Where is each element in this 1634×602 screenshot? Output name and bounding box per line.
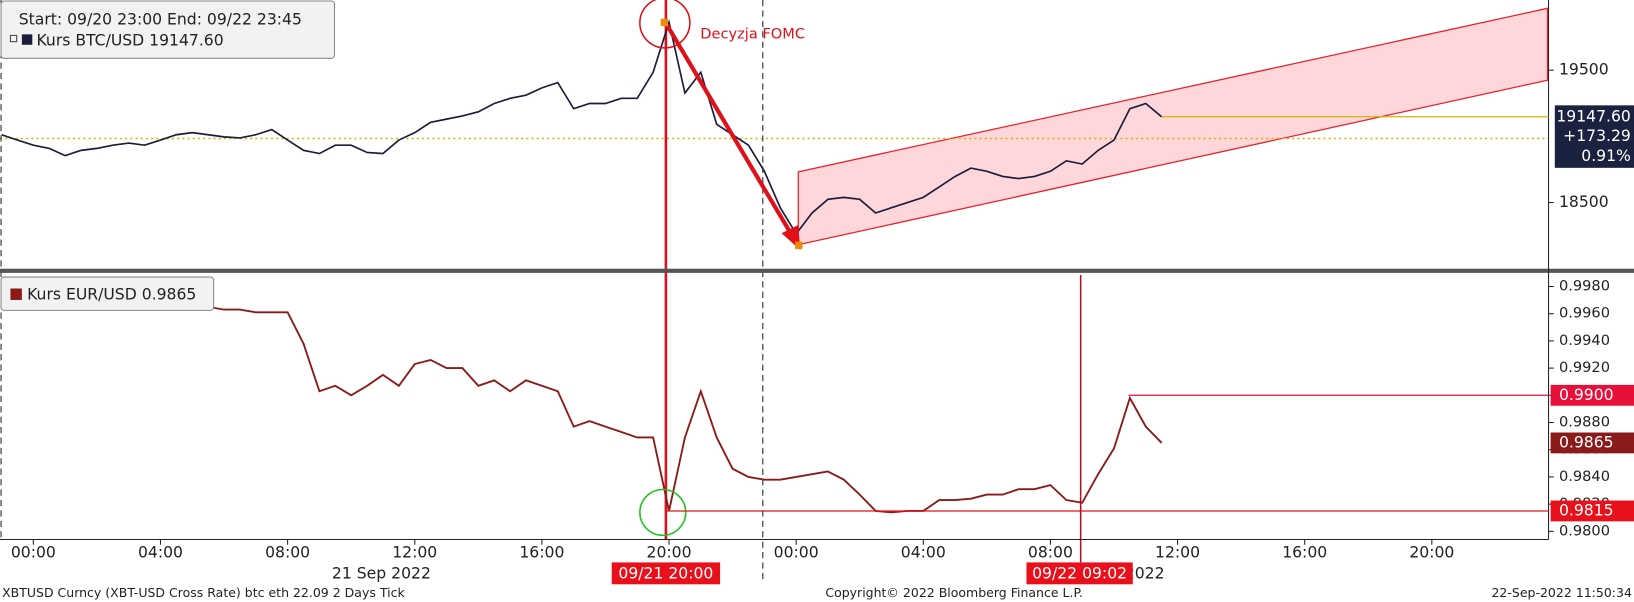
x-tick-label: 12:00 [392,544,437,562]
series-line [1,19,1163,236]
level-label: 0.9815 [1559,501,1614,519]
footer-left: XBTUSD Curncy (XBT-USD Cross Rate) btc e… [2,585,405,600]
legend-swatch [21,34,33,45]
change: +173.29 [1563,127,1631,145]
y-tick-label: 0.9840 [1559,468,1610,485]
footer-right: 22-Sep-2022 11:50:34 [1491,585,1631,600]
legend-value: 19147.60 [149,31,224,49]
x-tick-label: 04:00 [901,544,946,562]
x-tick-label: 08:00 [265,544,310,562]
last-value: 19147.60 [1556,107,1631,125]
y-tick-label: 0.9920 [1559,359,1610,376]
legend-value: 0.9865 [142,285,197,303]
legend-label: Kurs BTC/USD [36,31,144,49]
y-tick-label: 0.9880 [1559,414,1610,431]
y-tick-label: 0.9940 [1559,332,1610,349]
legend-label: Kurs EUR/USD [27,285,137,303]
trend-channel [797,7,1549,246]
last-value: 0.9865 [1559,433,1614,451]
x-tick-label: 00:00 [774,544,819,562]
arrow [665,23,794,237]
x-tick-label: 16:00 [519,544,564,562]
x-tick-label: 04:00 [138,544,183,562]
level-badge [1550,384,1634,406]
highlight-circle [639,488,687,537]
legend-title: Start: 09/20 23:00 End: 09/22 23:45 [19,10,302,28]
level-badge [1550,500,1634,522]
last-value-badge [1550,432,1634,454]
point-marker [660,18,668,27]
legend-entry: Kurs BTC/USD 19147.60 [36,31,223,49]
x-tick-label: 20:00 [1409,544,1454,562]
legend-entry: Kurs EUR/USD 0.9865 [27,285,196,303]
y-tick-label: 18500 [1559,193,1609,211]
y-tick-label: 0.9800 [1559,522,1610,539]
event-label: 09/21 20:00 [618,564,713,582]
event-label-box [611,562,721,585]
point-marker [795,241,803,249]
event-label-box [1026,562,1133,585]
x-tick-label: 08:00 [1028,544,1073,562]
x-tick-label: 00:00 [11,544,56,562]
y-tick-label: 0.9980 [1559,277,1610,294]
x-tick-label: 16:00 [1282,544,1327,562]
highlight-circle [639,0,691,49]
date-label: 21 Sep 2022 [332,564,431,582]
change-pct: 0.91% [1581,147,1631,165]
x-tick-label: 20:00 [647,544,692,562]
legend [0,276,215,311]
footer-center: Copyright© 2022 Bloomberg Finance L.P. [825,585,1083,600]
annotation: Decyzja FOMC [700,25,805,42]
x-tick-label: 12:00 [1155,544,1200,562]
y-tick-label: 19500 [1559,61,1609,79]
legend [0,0,336,59]
last-value-badge [1554,105,1634,168]
y-tick-label: 0.9960 [1559,305,1610,322]
legend-toggle[interactable] [9,34,18,43]
event-label: 09/22 09:02 [1032,564,1127,582]
panel-separator [0,268,1634,273]
level-label: 0.9900 [1559,386,1614,404]
legend-swatch [10,288,22,300]
